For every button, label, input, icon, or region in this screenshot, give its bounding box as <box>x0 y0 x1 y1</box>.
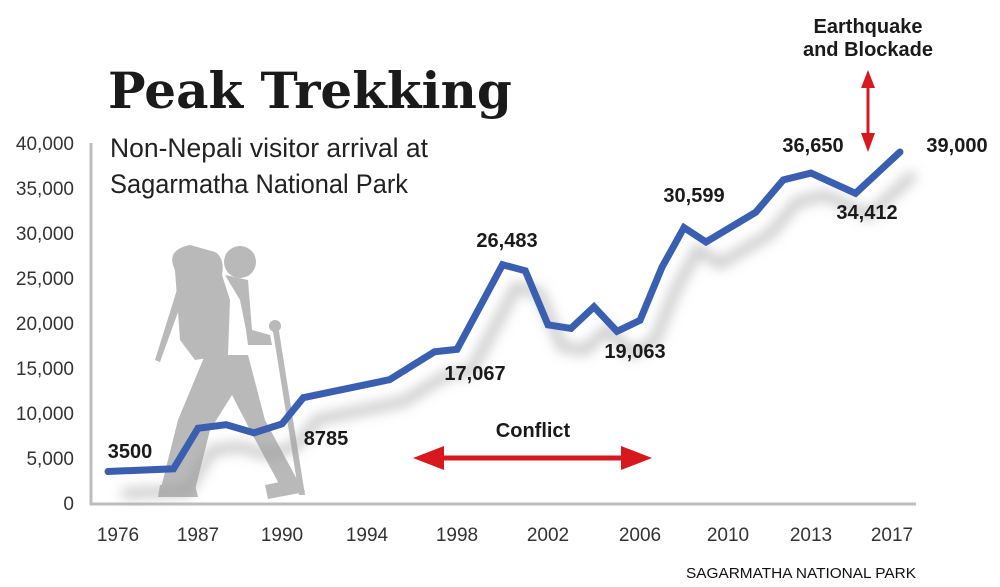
x-tick-label: 2017 <box>871 525 913 546</box>
x-tick-label: 1990 <box>261 525 303 546</box>
y-tick-label: 15,000 <box>16 359 74 380</box>
y-tick-label: 0 <box>63 494 74 515</box>
conflict-arrow-left-head <box>413 446 444 470</box>
data-label: 39,000 <box>926 135 987 157</box>
data-label: 19,063 <box>604 341 665 363</box>
y-tick-label: 40,000 <box>16 134 74 155</box>
x-tick-label: 2006 <box>619 525 661 546</box>
chart-title: Peak Trekking <box>108 61 512 120</box>
source-label: SAGARMATHA NATIONAL PARK <box>686 565 916 582</box>
series-shadow <box>121 170 918 499</box>
data-label: 26,483 <box>476 230 537 252</box>
x-tick-label: 1994 <box>346 525 389 546</box>
data-label: 34,412 <box>836 202 897 224</box>
y-tick-label: 10,000 <box>16 404 74 425</box>
x-tick-label: 1987 <box>177 525 219 546</box>
conflict-annotation: Conflict <box>413 420 652 470</box>
earthquake-annotation: Earthquake and Blockade <box>803 16 933 152</box>
chart-subtitle-line-2: Sagarmatha National Park <box>110 169 408 199</box>
earthquake-label-line-2: and Blockade <box>803 39 933 61</box>
y-tick-label: 30,000 <box>16 224 74 245</box>
conflict-arrow-right-head <box>621 446 652 470</box>
axes: 0 5,000 10,000 15,000 20,000 25,000 30,000 35,0… <box>16 134 916 546</box>
y-tick-label: 20,000 <box>16 314 74 335</box>
visitor-series <box>104 148 904 475</box>
y-tick-label: 25,000 <box>16 269 74 290</box>
chart-subtitle-line-1: Non-Nepali visitor arrival at <box>110 133 428 163</box>
earthquake-label-line-1: Earthquake <box>814 16 923 38</box>
x-tick-label: 2013 <box>790 525 832 546</box>
data-label: 36,650 <box>782 135 843 157</box>
y-tick-label: 35,000 <box>16 179 74 200</box>
earthquake-arrow-up-head <box>861 70 875 88</box>
data-label: 17,067 <box>444 363 505 385</box>
x-tick-label: 1998 <box>436 525 478 546</box>
data-label: 8785 <box>304 428 349 450</box>
data-labels: 3500 8785 17,067 26,483 19,063 30,599 36,650 34… <box>108 135 988 463</box>
data-label: 30,599 <box>663 185 724 207</box>
y-tick-label: 5,000 <box>26 449 74 470</box>
earthquake-arrow-down-head <box>861 133 875 152</box>
hiker-silhouette-icon <box>155 245 305 499</box>
line-shadow <box>121 170 918 499</box>
x-tick-label: 2002 <box>527 525 569 546</box>
data-label: 3500 <box>108 441 153 463</box>
conflict-label: Conflict <box>496 420 571 442</box>
x-tick-label: 2010 <box>707 525 749 546</box>
x-tick-label: 1976 <box>97 525 139 546</box>
